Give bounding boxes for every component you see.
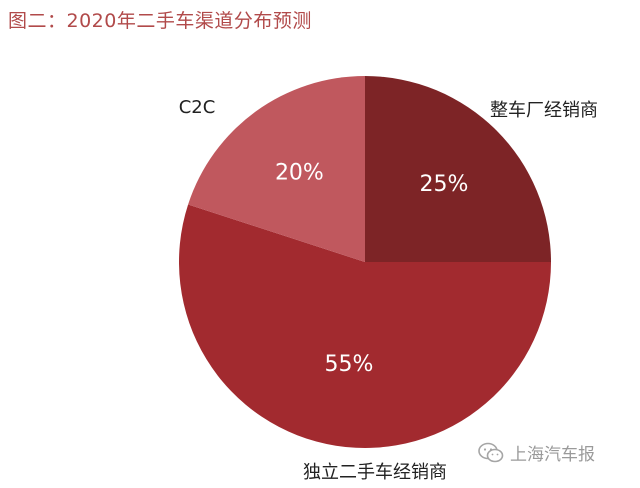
pie-slice	[179, 204, 551, 448]
wechat-icon	[478, 442, 504, 462]
category-label: 独立二手车经销商	[303, 462, 447, 483]
percent-labels: 25% 55% 20%	[275, 161, 468, 377]
chart-title: 图二：2020年二手车渠道分布预测	[8, 10, 312, 32]
watermark: 上海汽车报	[478, 440, 595, 465]
watermark-text: 上海汽车报	[510, 445, 595, 465]
percent-label: 55%	[325, 352, 374, 377]
pie-slice	[365, 76, 551, 262]
pie-slices	[179, 75, 551, 448]
pie-slice	[188, 75, 365, 262]
percent-label: 25%	[419, 172, 468, 197]
category-label: C2C	[179, 97, 216, 118]
percent-label: 20%	[275, 161, 324, 186]
category-label: 整车厂经销商	[490, 100, 598, 121]
